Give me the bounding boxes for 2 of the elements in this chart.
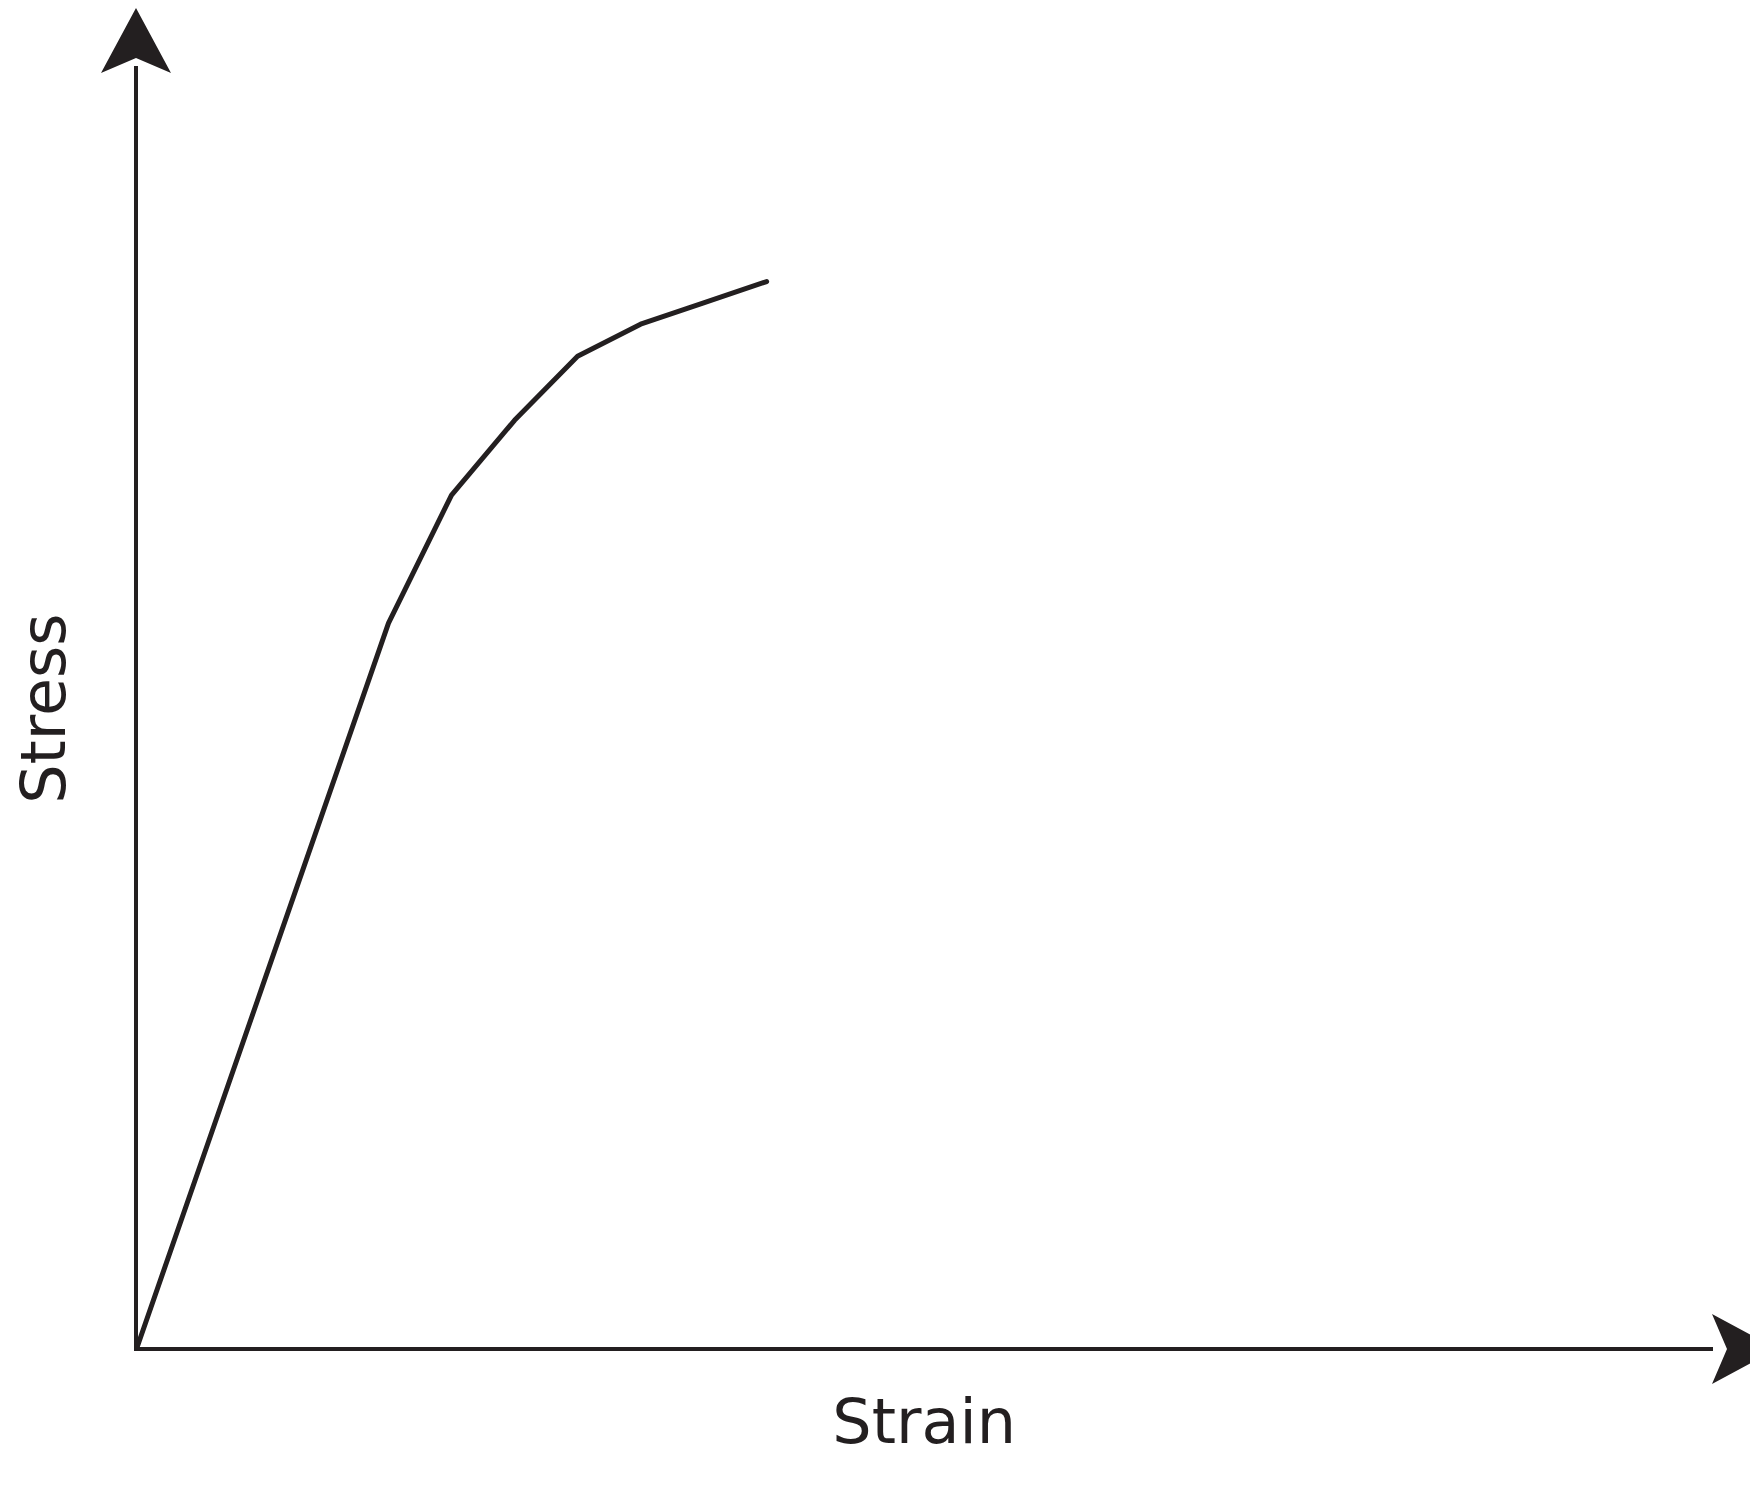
x-axis-title: Strain xyxy=(832,1384,1017,1458)
y-axis-title: Stress xyxy=(7,613,81,804)
